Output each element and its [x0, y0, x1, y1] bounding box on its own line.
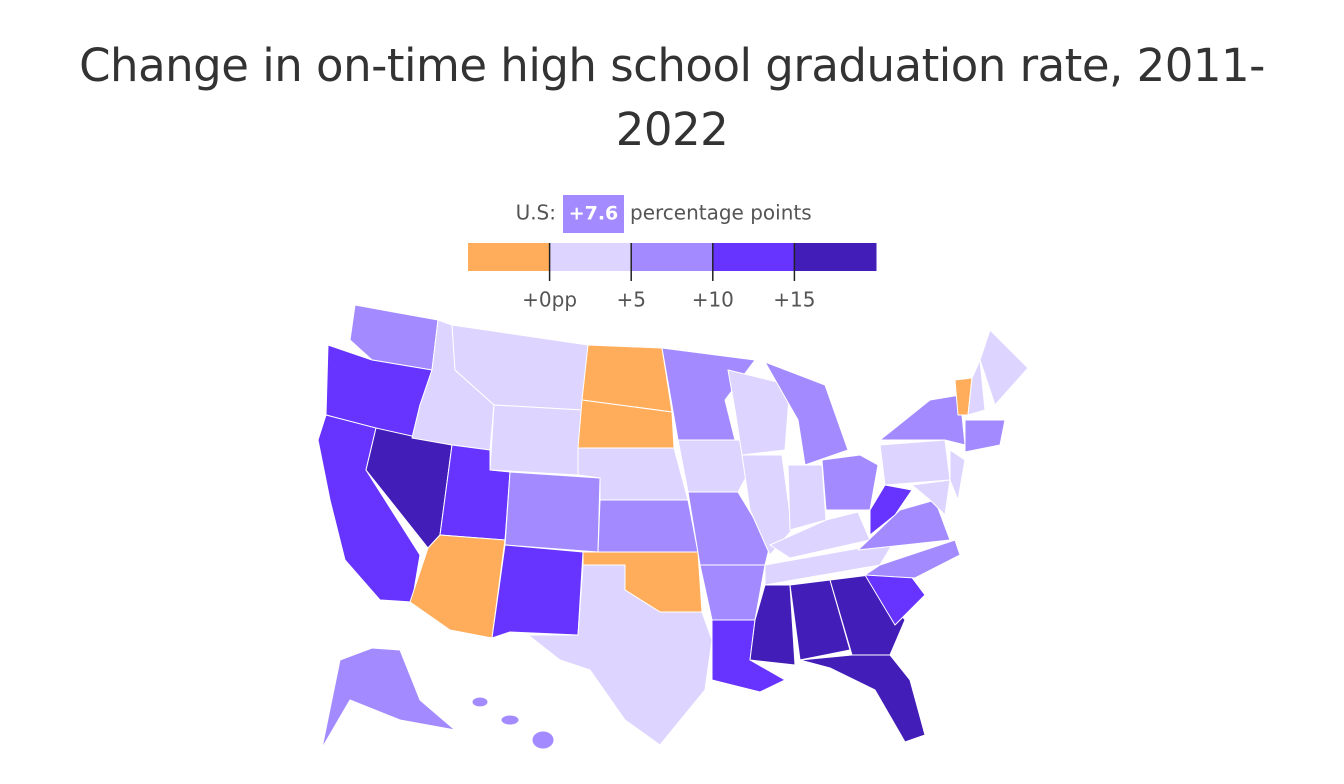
state	[821, 454, 879, 511]
state	[749, 584, 796, 666]
state	[597, 499, 699, 553]
state	[911, 479, 951, 516]
state	[471, 696, 489, 708]
state	[769, 511, 871, 559]
state	[964, 419, 1006, 453]
state	[527, 564, 713, 746]
state	[677, 439, 751, 493]
us-value: +7.6	[569, 203, 619, 225]
us-label: U.S:	[516, 201, 556, 225]
state	[864, 539, 961, 579]
state	[799, 654, 926, 743]
state	[764, 539, 896, 586]
us-badge	[563, 195, 624, 233]
legend-swatch	[468, 243, 551, 271]
legend-tick-label: +5	[616, 288, 645, 312]
us-unit: percentage points	[630, 201, 812, 225]
legend-swatch	[794, 243, 877, 271]
state	[764, 361, 849, 466]
state	[967, 359, 986, 416]
state	[504, 471, 601, 553]
state	[879, 394, 966, 446]
state	[979, 329, 1029, 406]
state	[829, 574, 906, 656]
legend-swatch	[549, 243, 632, 271]
legend-swatch	[712, 243, 795, 271]
legend-tick-label: +15	[773, 288, 815, 312]
legend-tick-label: +0pp	[522, 288, 577, 312]
state	[491, 544, 584, 639]
state	[489, 404, 583, 476]
legend-swatch	[631, 243, 714, 271]
legend: +0pp +5 +10 +15 U.S: +7.6 percentage points	[468, 195, 877, 312]
state	[687, 491, 771, 566]
state	[699, 564, 766, 621]
legend-tick-label: +10	[692, 288, 734, 312]
state	[787, 464, 827, 531]
state	[409, 534, 506, 639]
title: Change in on-time high school graduation…	[79, 39, 1265, 156]
states	[317, 304, 1029, 750]
state	[500, 714, 520, 726]
state	[531, 730, 555, 750]
state	[789, 579, 851, 661]
state	[879, 439, 951, 486]
state	[321, 647, 456, 749]
state	[869, 484, 913, 536]
state	[949, 449, 966, 501]
